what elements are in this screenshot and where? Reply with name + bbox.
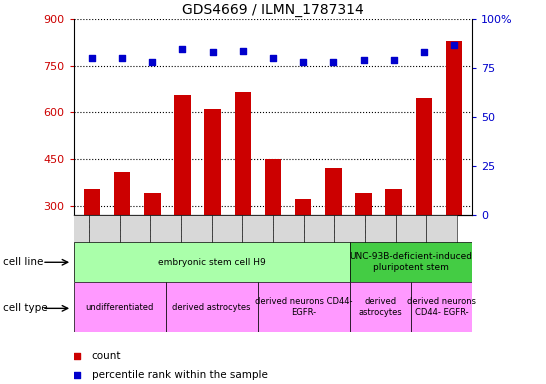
Bar [114,172,130,299]
Bar [304,215,334,282]
Bar [181,215,212,282]
Bar [355,193,372,299]
Bar [74,242,349,282]
Bar [150,215,181,282]
Point [148,59,157,65]
Point [389,57,398,63]
Bar [349,242,472,282]
Point [117,55,126,61]
Point [269,55,277,61]
Bar [212,215,242,282]
Title: GDS4669 / ILMN_1787314: GDS4669 / ILMN_1787314 [182,3,364,17]
Bar [74,282,165,332]
Text: undifferentiated: undifferentiated [86,303,154,312]
Text: count: count [92,351,121,361]
Bar [426,215,457,282]
Point [450,41,459,48]
Text: UNC-93B-deficient-induced
pluripotent stem: UNC-93B-deficient-induced pluripotent st… [349,252,472,272]
Point [263,126,272,132]
Text: derived astrocytes: derived astrocytes [173,303,251,312]
Point [359,57,368,63]
Bar [242,215,273,282]
Text: derived neurons CD44-
EGFR-: derived neurons CD44- EGFR- [255,298,352,317]
Bar [295,200,312,299]
Point [239,48,247,54]
Bar [396,215,426,282]
Bar [446,41,462,299]
Bar [273,215,304,282]
Text: embryonic stem cell H9: embryonic stem cell H9 [158,258,265,266]
Bar [411,282,472,332]
Text: percentile rank within the sample: percentile rank within the sample [92,370,268,380]
Bar [144,193,161,299]
Bar [120,215,150,282]
Bar [349,282,411,332]
Text: derived neurons
CD44- EGFR-: derived neurons CD44- EGFR- [407,298,476,317]
Point [178,46,187,52]
Point [299,59,307,65]
Bar [385,189,402,299]
Text: cell line: cell line [3,257,43,267]
Bar [258,282,349,332]
Bar [89,215,120,282]
Point [329,59,338,65]
Bar [84,189,100,299]
Bar [165,282,258,332]
Point [263,299,272,305]
Text: derived
astrocytes: derived astrocytes [358,298,402,317]
Text: cell type: cell type [3,303,48,313]
Bar [174,95,191,299]
Bar [334,215,365,282]
Bar [416,98,432,299]
Bar [234,92,251,299]
Bar [325,169,342,299]
Point [420,50,429,56]
Bar [58,215,89,282]
Point [87,55,96,61]
Bar [365,215,396,282]
Point [208,50,217,56]
Bar [265,159,281,299]
Bar [204,109,221,299]
